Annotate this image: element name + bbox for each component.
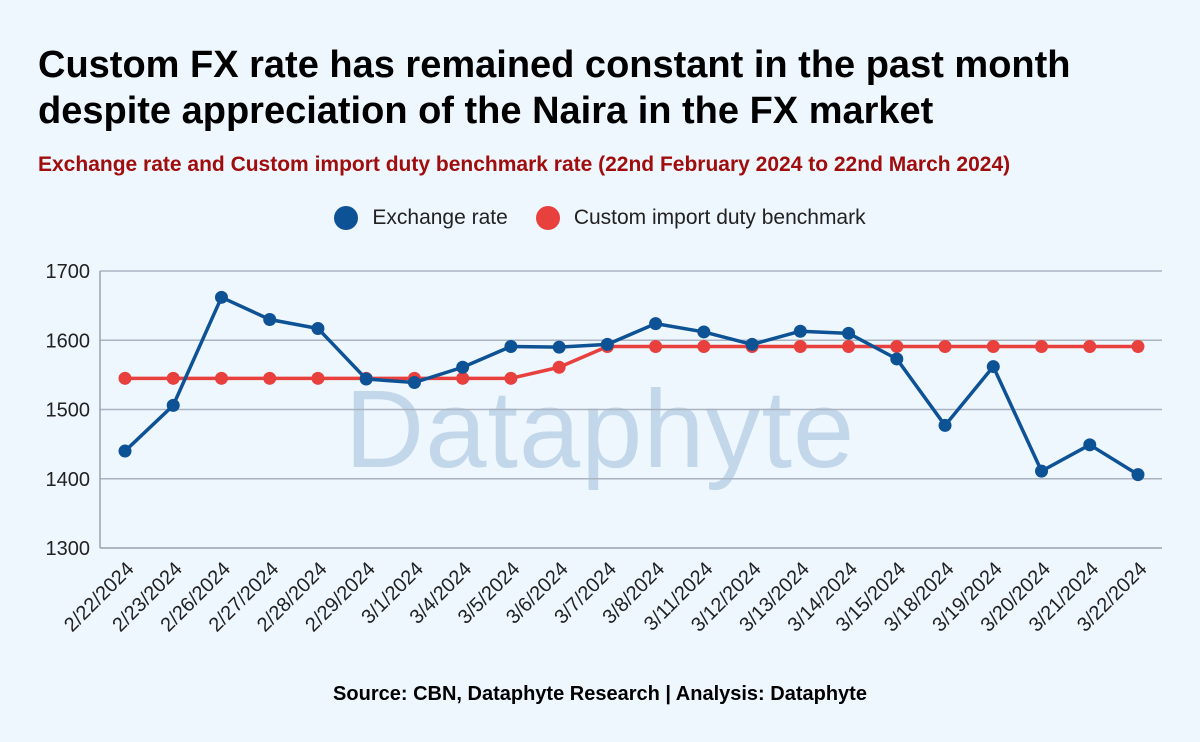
legend-item-custom-benchmark: Custom import duty benchmark bbox=[535, 206, 866, 230]
series-exchange-rate bbox=[118, 290, 1145, 482]
legend-label-custom-benchmark: Custom import duty benchmark bbox=[573, 206, 866, 229]
data-point bbox=[938, 418, 952, 432]
data-point bbox=[311, 321, 325, 335]
data-point bbox=[166, 371, 180, 385]
data-point bbox=[359, 372, 373, 386]
data-point bbox=[986, 339, 1000, 353]
data-point bbox=[263, 371, 277, 385]
chart-subtitle: Exchange rate and Custom import duty ben… bbox=[38, 153, 1011, 176]
series-line bbox=[123, 295, 1139, 477]
data-point bbox=[1035, 464, 1049, 478]
grid-lines bbox=[100, 270, 1162, 549]
series-line bbox=[125, 344, 1138, 381]
data-point bbox=[552, 340, 566, 354]
data-point bbox=[263, 312, 277, 326]
data-point bbox=[166, 398, 180, 412]
data-point bbox=[552, 360, 566, 374]
data-point bbox=[890, 352, 904, 366]
data-point bbox=[456, 371, 470, 385]
chart-legend: Exchange rate Custom import duty benchma… bbox=[0, 202, 1200, 234]
data-point bbox=[938, 339, 952, 353]
x-axis: 2/22/20242/23/20242/26/20242/27/20242/28… bbox=[60, 558, 1151, 636]
data-point bbox=[697, 339, 711, 353]
data-point bbox=[1035, 339, 1049, 353]
data-point bbox=[214, 290, 228, 304]
data-point bbox=[1131, 468, 1145, 482]
data-point bbox=[1083, 339, 1097, 353]
data-point bbox=[600, 337, 614, 351]
watermark-logo: Dataphyte bbox=[344, 368, 856, 491]
data-point bbox=[745, 337, 759, 351]
chart-title-line-2: despite appreciation of the Naira in the… bbox=[38, 90, 934, 132]
legend-item-exchange-rate: Exchange rate bbox=[334, 206, 508, 230]
chart-title-line-1: Custom FX rate has remained constant in … bbox=[38, 44, 1071, 86]
chart-title: Custom FX rate has remained constant in … bbox=[38, 42, 1168, 134]
data-point bbox=[842, 326, 856, 340]
y-tick-label: 1700 bbox=[46, 261, 91, 283]
data-point bbox=[649, 317, 663, 331]
data-point bbox=[1131, 339, 1145, 353]
data-point bbox=[890, 339, 904, 353]
data-point bbox=[504, 339, 518, 353]
data-point bbox=[456, 360, 470, 374]
data-point bbox=[311, 371, 325, 385]
data-point bbox=[504, 371, 518, 385]
y-axis: 1300 1400 1500 1600 1700 bbox=[46, 261, 101, 560]
data-point bbox=[697, 325, 711, 339]
y-tick-label: 1600 bbox=[46, 330, 91, 352]
data-point bbox=[842, 339, 856, 353]
y-tick-label: 1500 bbox=[46, 400, 91, 422]
y-tick-label: 1300 bbox=[46, 538, 91, 560]
data-point bbox=[118, 444, 132, 458]
y-tick-label: 1400 bbox=[46, 469, 91, 491]
legend-label-exchange-rate: Exchange rate bbox=[372, 206, 508, 229]
data-point bbox=[793, 324, 807, 338]
series-layer bbox=[118, 290, 1145, 482]
data-point bbox=[407, 375, 421, 389]
data-point bbox=[118, 371, 132, 385]
source-note: Source: CBN, Dataphyte Research | Analys… bbox=[333, 683, 867, 705]
data-point bbox=[986, 360, 1000, 374]
legend-marker-exchange-rate bbox=[334, 206, 359, 230]
data-point bbox=[793, 339, 807, 353]
data-point bbox=[214, 371, 228, 385]
data-point bbox=[1083, 438, 1097, 452]
legend-marker-custom-benchmark bbox=[535, 206, 560, 230]
data-point bbox=[649, 339, 663, 353]
